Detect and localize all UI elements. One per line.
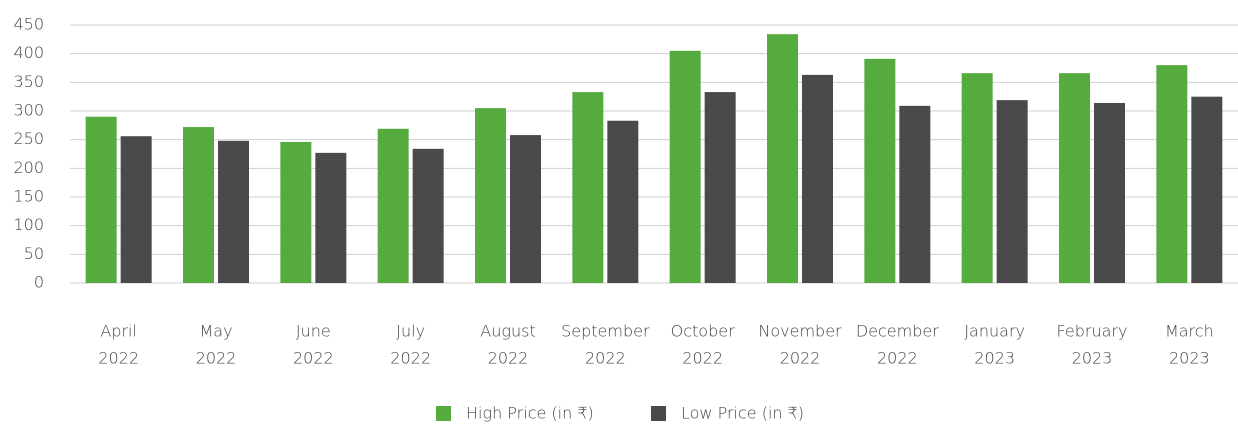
x-tick-label: June <box>296 322 331 341</box>
x-tick-label: 2022 <box>196 349 237 368</box>
y-tick-label: 400 <box>13 43 44 62</box>
bar <box>1059 73 1090 283</box>
bar <box>120 136 152 283</box>
x-tick-label: 2023 <box>1072 349 1113 368</box>
x-tick-label: 2023 <box>1169 349 1210 368</box>
bar <box>475 108 506 283</box>
x-tick-label: 2022 <box>390 349 431 368</box>
bar <box>183 127 214 283</box>
bar <box>280 141 312 283</box>
x-tick-label: February <box>1057 322 1128 341</box>
bar <box>864 58 896 284</box>
legend-label: High Price (in ₹) <box>466 404 594 423</box>
legend-label: Low Price (in ₹) <box>681 404 804 423</box>
bar <box>510 135 541 283</box>
bar <box>669 50 701 283</box>
x-tick-label: January <box>964 322 1025 341</box>
x-tick-label: October <box>671 322 735 341</box>
bar <box>704 92 736 283</box>
bar <box>961 73 993 283</box>
y-tick-label: 250 <box>13 129 44 148</box>
bar <box>607 120 639 283</box>
x-tick-label: 2022 <box>877 349 918 368</box>
x-tick-label: 2023 <box>974 349 1015 368</box>
x-tick-label: April <box>100 322 137 341</box>
y-tick-label: 450 <box>13 15 44 34</box>
legend-swatch <box>436 406 451 421</box>
y-tick-label: 0 <box>34 273 44 292</box>
bar <box>377 128 409 283</box>
x-tick-label: August <box>480 322 535 341</box>
y-tick-label: 50 <box>24 244 44 263</box>
y-tick-label: 350 <box>13 72 44 91</box>
x-tick-label: 2022 <box>293 349 334 368</box>
x-tick-label: 2022 <box>98 349 139 368</box>
bar <box>899 105 931 283</box>
y-tick-label: 200 <box>13 158 44 177</box>
bar <box>996 100 1028 284</box>
x-tick-label: July <box>396 322 425 341</box>
x-tick-label: March <box>1165 322 1214 341</box>
bar <box>218 140 249 283</box>
x-tick-label: 2022 <box>488 349 529 368</box>
bar <box>802 74 833 283</box>
y-tick-label: 300 <box>13 101 44 120</box>
x-tick-label: September <box>561 322 650 341</box>
y-tick-label: 100 <box>13 215 44 234</box>
x-tick-label: 2022 <box>780 349 821 368</box>
bar <box>412 148 444 283</box>
bar <box>85 116 117 283</box>
bar <box>1156 65 1188 283</box>
x-tick-label: 2022 <box>682 349 723 368</box>
bar <box>767 34 798 283</box>
bar <box>1191 96 1223 284</box>
bar <box>572 92 604 283</box>
x-tick-label: 2022 <box>585 349 626 368</box>
bar <box>1094 102 1125 284</box>
bar <box>315 152 347 283</box>
legend-swatch <box>651 406 666 421</box>
x-tick-label: December <box>856 322 939 341</box>
y-tick-label: 150 <box>13 187 44 206</box>
x-tick-label: May <box>199 322 232 341</box>
x-tick-label: November <box>758 322 842 341</box>
